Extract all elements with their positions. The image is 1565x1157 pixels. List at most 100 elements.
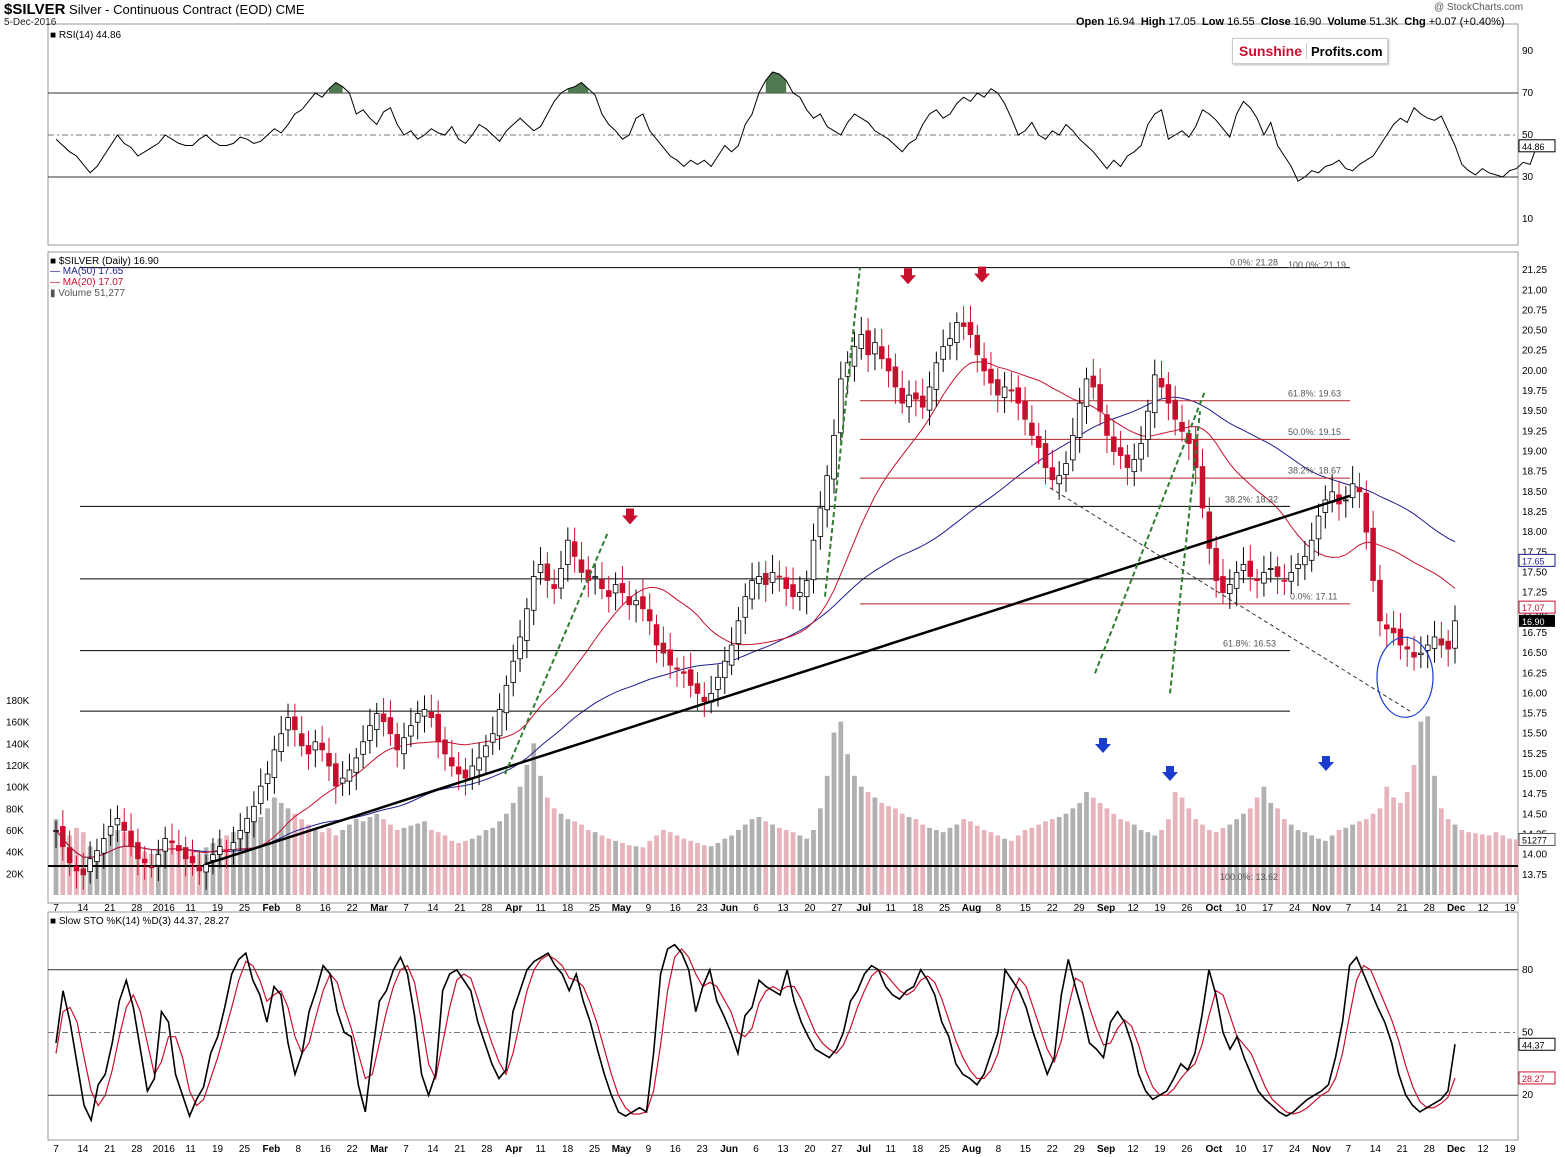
volume-bar: [858, 786, 864, 895]
volume-bar: [1131, 824, 1137, 895]
x-axis-label: 21: [1397, 903, 1409, 914]
x-axis-label-bottom: 12: [1127, 1144, 1139, 1155]
candle-body: [251, 805, 257, 823]
fib-label: 100.0%: 21.19: [1288, 260, 1346, 270]
x-axis-label: 19: [1154, 903, 1166, 914]
volume-bar: [422, 821, 427, 895]
volume-bar: [1459, 830, 1465, 895]
candle-body: [182, 847, 189, 860]
volume-bar: [1138, 830, 1144, 895]
volume-tick-label: 140K: [6, 739, 30, 750]
volume-bar: [121, 832, 127, 895]
x-axis-label: 19: [212, 903, 224, 914]
rsi-overbought-fill: [328, 82, 343, 93]
candle-body: [1418, 652, 1424, 655]
rsi-tick-label: 70: [1522, 88, 1534, 99]
x-axis-label: 11: [886, 903, 897, 914]
candle-body: [1390, 627, 1397, 634]
volume-bar: [510, 802, 516, 895]
candle-body: [592, 576, 598, 579]
candle-body: [1008, 389, 1015, 392]
x-axis-label: 8: [996, 903, 1002, 914]
x-axis-label: 19: [1504, 903, 1516, 914]
candle-body: [1281, 579, 1288, 582]
x-axis-label-bottom: 21: [1397, 1144, 1409, 1155]
candle-body: [756, 576, 762, 584]
candle-body: [223, 850, 230, 853]
x-axis-label: 21: [454, 903, 466, 914]
candle-body: [626, 596, 633, 606]
x-axis-label: 28: [481, 903, 493, 914]
candle-body: [810, 539, 817, 581]
candle-body: [571, 541, 578, 557]
volume-bar: [435, 832, 441, 895]
candle-body: [694, 683, 701, 694]
candle-body: [728, 644, 735, 666]
volume-bar: [381, 819, 386, 895]
candle-body: [257, 785, 264, 805]
volume-bar: [1077, 802, 1083, 895]
candle-body: [1042, 443, 1049, 469]
stoch-k-last-value: 44.37: [1522, 1040, 1545, 1050]
candle-body: [394, 734, 400, 751]
volume-bar: [497, 821, 502, 895]
volume-bar: [538, 775, 543, 895]
stoch-d-last-value: 28.27: [1522, 1074, 1545, 1084]
candle-body: [960, 322, 967, 327]
x-axis-label-bottom: 17: [1262, 1144, 1274, 1155]
candle-body: [1097, 384, 1103, 412]
candle-body: [66, 847, 73, 864]
volume-bar: [1159, 830, 1164, 895]
candle-body: [974, 334, 981, 356]
x-axis-label-bottom: 16: [670, 1144, 682, 1155]
volume-bar: [1022, 830, 1028, 895]
volume-bar: [169, 843, 175, 895]
price-panel: [47, 251, 1519, 904]
candle-body: [1015, 387, 1022, 404]
x-axis-label: May: [612, 903, 632, 914]
x-axis-label-bottom: 8: [996, 1144, 1002, 1155]
candle-body: [667, 649, 673, 666]
volume-bar: [1097, 802, 1103, 895]
candle-body: [558, 568, 564, 589]
volume-bar: [893, 808, 898, 895]
candle-body: [762, 573, 769, 585]
candle-body: [80, 868, 87, 876]
candle-body: [428, 711, 435, 719]
x-axis-label: 28: [131, 903, 143, 914]
candle-body: [1363, 492, 1370, 533]
volume-bar: [1391, 797, 1396, 895]
open-value: 16.94: [1107, 16, 1135, 28]
volume-bar: [1425, 716, 1431, 895]
candle-body: [803, 580, 810, 598]
candle-body: [1445, 640, 1451, 650]
candle-body: [578, 559, 585, 573]
candle-body: [619, 583, 626, 594]
candle-body: [264, 773, 271, 784]
volume-bar: [1118, 819, 1123, 895]
x-axis-label-bottom: 22: [347, 1144, 359, 1155]
candle-body: [742, 596, 749, 618]
green-trendline: [824, 267, 861, 597]
x-axis-label-bottom: 15: [1020, 1144, 1032, 1155]
volume-bar: [1343, 827, 1349, 895]
x-axis-label: 20: [804, 903, 816, 914]
volume-bar: [1438, 808, 1444, 895]
x-axis-label: 29: [1074, 903, 1086, 914]
candle-body: [1254, 578, 1260, 581]
x-axis-label: 11: [185, 903, 196, 914]
volume-bar: [981, 830, 987, 895]
x-axis-label: Dec: [1447, 903, 1466, 914]
x-axis-label-bottom: 10: [1235, 1144, 1247, 1155]
candle-body: [1261, 572, 1267, 584]
volume-bar: [1036, 824, 1042, 895]
candle-body: [135, 842, 141, 860]
x-axis-label: 14: [77, 903, 89, 914]
volume-bar: [1029, 827, 1035, 895]
x-axis-label-bottom: 7: [403, 1144, 409, 1155]
candle-body: [442, 739, 448, 755]
volume-bar: [1172, 792, 1178, 895]
volume-bar: [756, 817, 762, 895]
price-tick-label: 19.00: [1522, 447, 1547, 458]
volume-bar: [947, 827, 953, 895]
